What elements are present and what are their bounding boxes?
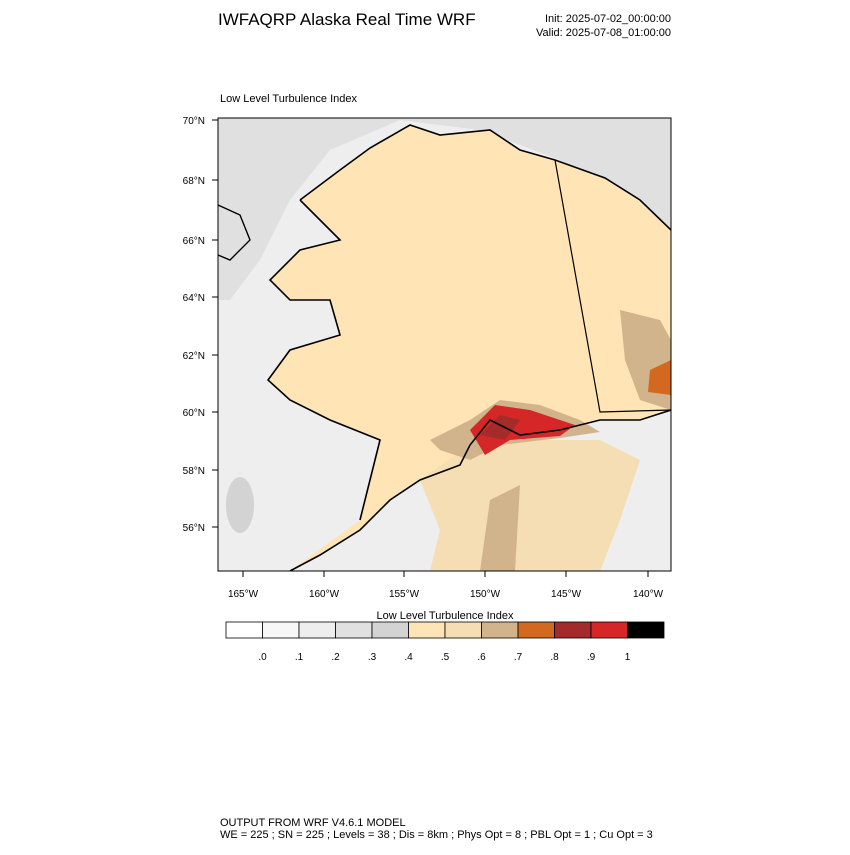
colorbar-label: .8 (550, 652, 559, 663)
valid-time: Valid: 2025-07-08_01:00:00 (536, 27, 671, 39)
lon-label: 150°W (470, 589, 501, 600)
colorbar-box (335, 621, 373, 639)
colorbar-label: .4 (404, 652, 413, 663)
coastline (218, 204, 251, 261)
map-frame (217, 117, 672, 572)
lat-label: 62°N (183, 351, 205, 362)
gray-field (226, 477, 254, 533)
colorbar-label: .7 (514, 652, 523, 663)
border (554, 159, 671, 413)
colorbar-label: .3 (368, 652, 377, 663)
colorbar-label: .6 (477, 652, 486, 663)
colorbar-box (225, 621, 263, 639)
colorbar-box (590, 621, 628, 639)
colorbar-box (481, 621, 519, 639)
colorbar-label: .9 (587, 652, 596, 663)
lat-label: 70°N (183, 116, 205, 127)
colorbar-box (298, 621, 336, 639)
colorbar-label: 1 (625, 652, 631, 663)
lon-label: 160°W (309, 589, 340, 600)
colorbar-title: Low Level Turbulence Index (377, 610, 514, 622)
lon-label: 155°W (389, 589, 420, 600)
colorbar-box (262, 621, 300, 639)
orange-field (648, 360, 671, 395)
lat-labels: 70°N 68°N 66°N 64°N 62°N 60°N 58°N 56°N (183, 116, 218, 534)
colorbar-box (554, 621, 592, 639)
footer-line: WE = 225 ; SN = 225 ; Levels = 38 ; Dis … (220, 829, 653, 841)
title: IWFAQRP Alaska Real Time WRF (218, 10, 476, 29)
red-field (470, 405, 575, 455)
lat-label: 58°N (183, 466, 205, 477)
colorbar-box (444, 621, 482, 639)
colorbar-box (517, 621, 555, 639)
colorbar-box (627, 621, 665, 639)
tan-field (480, 485, 520, 571)
lon-labels: 165°W 160°W 155°W 150°W 145°W 140°W (228, 571, 664, 600)
colorbar-label: .0 (258, 652, 267, 663)
footer-line: OUTPUT FROM WRF V4.6.1 MODEL (220, 817, 406, 829)
colorbar-label: .5 (441, 652, 450, 663)
lat-label: 64°N (183, 293, 205, 304)
background-gray (218, 118, 671, 300)
coastline (266, 124, 671, 571)
map-title: Low Level Turbulence Index (220, 93, 357, 105)
brown-field (480, 415, 520, 440)
land (268, 125, 671, 571)
lon-label: 165°W (228, 589, 259, 600)
lat-label: 66°N (183, 236, 205, 247)
lat-label: 56°N (183, 523, 205, 534)
colorbar-label: .1 (295, 652, 304, 663)
lon-label: 140°W (633, 589, 664, 600)
colorbar-box (371, 621, 409, 639)
lat-label: 60°N (183, 408, 205, 419)
lat-label: 68°N (183, 176, 205, 187)
colorbar-label: .2 (331, 652, 340, 663)
gulf-field (420, 440, 640, 571)
init-time: Init: 2025-07-02_00:00:00 (545, 13, 671, 25)
lon-label: 145°W (551, 589, 582, 600)
colorbar-box (408, 621, 446, 639)
map-field (218, 118, 671, 571)
colorbar: .0 .1 .2 .3 .4 .5 .6 .7 .8 .9 1 (225, 621, 665, 663)
